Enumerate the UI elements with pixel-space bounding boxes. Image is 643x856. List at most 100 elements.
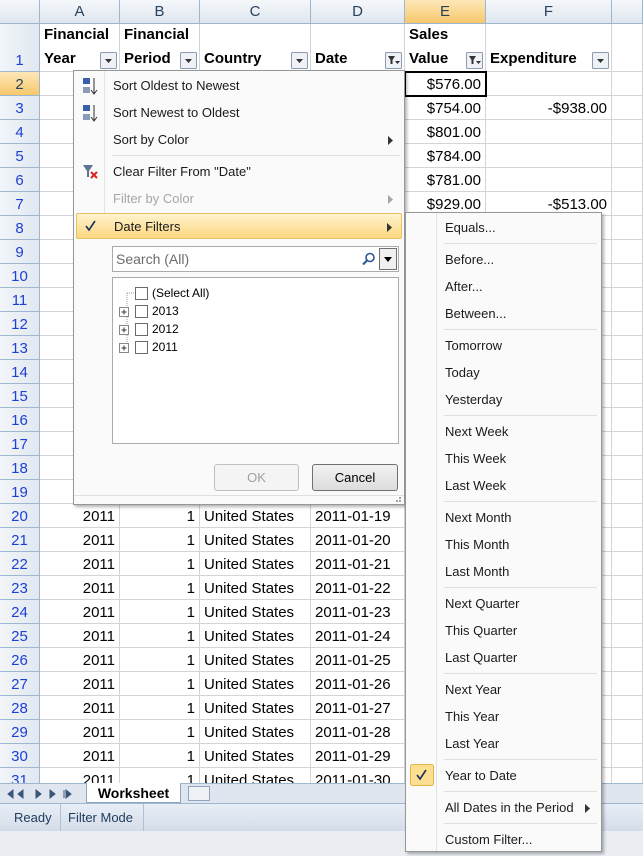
cell[interactable]: 2011 <box>40 744 120 768</box>
cell[interactable] <box>612 216 643 240</box>
sheet-tab[interactable]: Worksheet <box>86 783 181 803</box>
resize-grip[interactable] <box>392 495 402 505</box>
cell[interactable]: -$938.00 <box>486 96 612 120</box>
row-header[interactable]: 23 <box>0 576 40 600</box>
cell[interactable]: 2011-01-22 <box>311 576 405 600</box>
cell[interactable] <box>612 504 643 528</box>
menu-item[interactable]: Sort by Color <box>76 127 402 153</box>
select-all-corner[interactable] <box>0 0 40 24</box>
cell[interactable]: 2011 <box>40 528 120 552</box>
cell[interactable]: 2011-01-26 <box>311 672 405 696</box>
cell[interactable]: 2011-01-24 <box>311 624 405 648</box>
menu-item[interactable]: Last Week <box>408 473 599 499</box>
menu-item[interactable]: Date Filters <box>76 213 402 239</box>
menu-item[interactable]: Tomorrow <box>408 333 599 359</box>
cell[interactable] <box>612 432 643 456</box>
row-header[interactable]: 17 <box>0 432 40 456</box>
cell[interactable] <box>486 144 612 168</box>
cell[interactable]: United States <box>200 672 311 696</box>
cell[interactable]: 1 <box>120 600 200 624</box>
row-header[interactable]: 7 <box>0 192 40 216</box>
filter-button[interactable] <box>100 52 117 69</box>
tab-navigation[interactable] <box>6 788 76 800</box>
tree-expander[interactable] <box>119 325 130 336</box>
cell[interactable] <box>612 264 643 288</box>
row-header[interactable]: 29 <box>0 720 40 744</box>
row-header[interactable]: 26 <box>0 648 40 672</box>
cell[interactable]: $784.00 <box>405 144 486 168</box>
cell[interactable] <box>612 672 643 696</box>
menu-item[interactable]: Next Month <box>408 505 599 531</box>
cell[interactable]: 2011-01-25 <box>311 648 405 672</box>
cell[interactable]: 2011-01-27 <box>311 696 405 720</box>
cell[interactable]: 2011 <box>40 552 120 576</box>
cell[interactable]: 2011-01-23 <box>311 600 405 624</box>
cell[interactable]: $754.00 <box>405 96 486 120</box>
cell[interactable] <box>612 240 643 264</box>
row-header[interactable]: 15 <box>0 384 40 408</box>
cell[interactable]: 2011-01-20 <box>311 528 405 552</box>
filter-button[interactable] <box>385 52 402 69</box>
cell[interactable] <box>612 528 643 552</box>
cell[interactable]: 2011 <box>40 696 120 720</box>
cell[interactable]: 2011 <box>40 600 120 624</box>
cell[interactable] <box>612 720 643 744</box>
row-header[interactable]: 16 <box>0 408 40 432</box>
cell[interactable]: United States <box>200 576 311 600</box>
cell[interactable] <box>612 552 643 576</box>
menu-item[interactable]: Between... <box>408 301 599 327</box>
tree-expander[interactable] <box>119 343 130 354</box>
filter-button[interactable] <box>466 52 483 69</box>
row-header[interactable]: 25 <box>0 624 40 648</box>
row-header[interactable]: 28 <box>0 696 40 720</box>
cell[interactable] <box>486 72 612 96</box>
tree-item-label[interactable]: (Select All) <box>152 286 210 300</box>
cell[interactable]: United States <box>200 600 311 624</box>
cell[interactable] <box>612 120 643 144</box>
row-header[interactable]: 21 <box>0 528 40 552</box>
cell[interactable] <box>612 168 643 192</box>
cell[interactable] <box>612 360 643 384</box>
search-box[interactable]: Search (All) <box>112 246 399 272</box>
menu-item[interactable]: This Week <box>408 446 599 472</box>
row-header[interactable]: 12 <box>0 312 40 336</box>
cell[interactable]: 1 <box>120 648 200 672</box>
row-header[interactable]: 9 <box>0 240 40 264</box>
cell[interactable]: 1 <box>120 744 200 768</box>
tree-checkbox[interactable] <box>135 341 148 354</box>
cell[interactable] <box>612 600 643 624</box>
menu-item[interactable]: All Dates in the Period <box>408 795 599 821</box>
cell[interactable]: $781.00 <box>405 168 486 192</box>
cell[interactable]: United States <box>200 528 311 552</box>
menu-item[interactable]: This Month <box>408 532 599 558</box>
header-cell[interactable]: Sales Value <box>405 24 486 72</box>
cell[interactable] <box>612 744 643 768</box>
cell[interactable]: 2011-01-21 <box>311 552 405 576</box>
cell[interactable] <box>612 624 643 648</box>
cell[interactable]: 2011 <box>40 624 120 648</box>
menu-item[interactable]: After... <box>408 274 599 300</box>
cell[interactable]: 1 <box>120 624 200 648</box>
cell[interactable]: United States <box>200 648 311 672</box>
header-cell[interactable]: Expenditure <box>486 24 612 72</box>
tree-expander[interactable] <box>119 307 130 318</box>
cell[interactable]: 1 <box>120 672 200 696</box>
cell[interactable]: 2011 <box>40 672 120 696</box>
row-header[interactable]: 3 <box>0 96 40 120</box>
column-header[interactable]: A <box>40 0 120 24</box>
row-header[interactable]: 10 <box>0 264 40 288</box>
row-header[interactable]: 8 <box>0 216 40 240</box>
cell[interactable]: 1 <box>120 504 200 528</box>
cell[interactable]: United States <box>200 720 311 744</box>
cell[interactable] <box>612 696 643 720</box>
cell[interactable]: 2011 <box>40 576 120 600</box>
cell[interactable] <box>612 408 643 432</box>
menu-item[interactable]: Last Quarter <box>408 645 599 671</box>
filter-button[interactable] <box>291 52 308 69</box>
cell[interactable] <box>612 288 643 312</box>
column-header[interactable]: B <box>120 0 200 24</box>
cell[interactable] <box>612 384 643 408</box>
tree-item-label[interactable]: 2012 <box>152 322 179 336</box>
row-header[interactable]: 22 <box>0 552 40 576</box>
menu-item[interactable]: Clear Filter From "Date" <box>76 159 402 185</box>
